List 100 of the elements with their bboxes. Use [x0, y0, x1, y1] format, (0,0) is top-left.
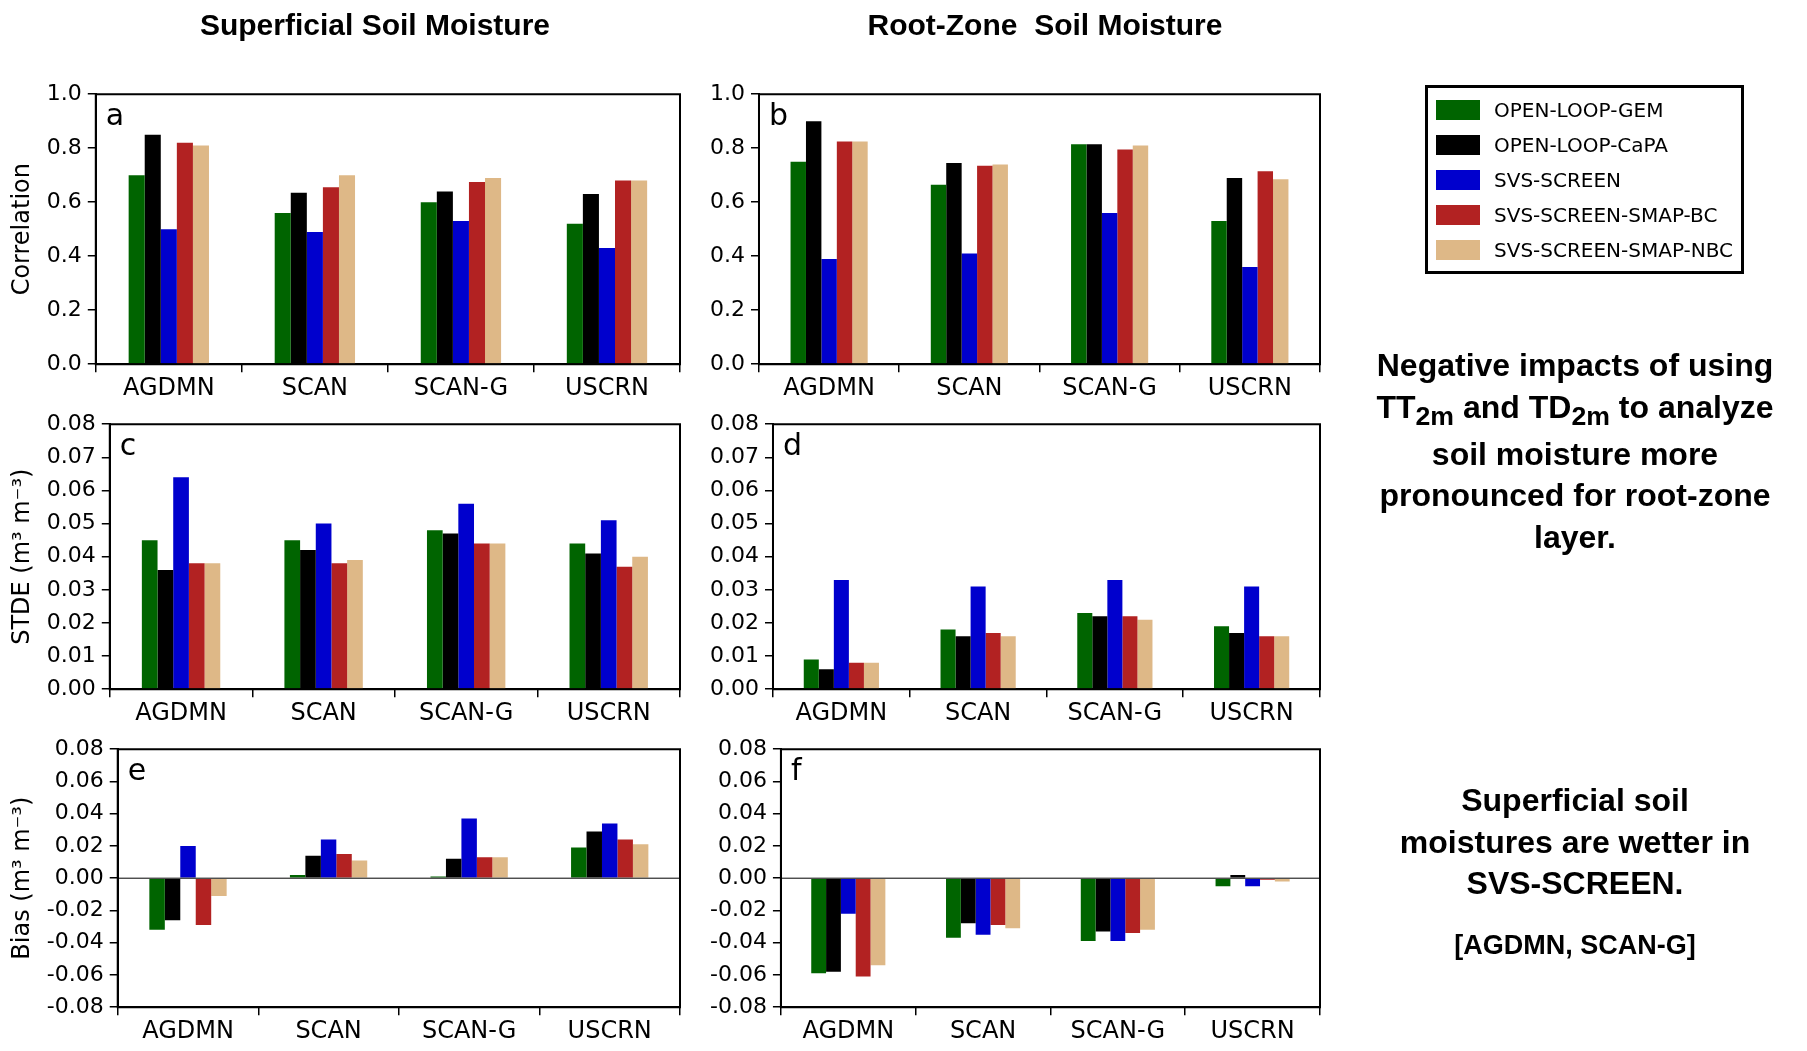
y-tick-label: 0.08: [46, 409, 96, 435]
bar: [961, 253, 978, 364]
x-tick-label: AGDMN: [783, 372, 875, 401]
bar: [930, 184, 947, 364]
bar: [863, 662, 879, 689]
bar: [461, 818, 477, 878]
legend-label: SVS-SCREEN-SMAP-BC: [1494, 202, 1718, 227]
x-tick-label: SCAN: [936, 372, 1003, 401]
bar: [306, 231, 323, 364]
y-tick-label: 0.08: [54, 734, 104, 760]
bar: [211, 878, 227, 896]
y-tick-label: 0.00: [717, 863, 767, 889]
y-tick-label: 0.06: [54, 767, 104, 793]
legend-label: SVS-SCREEN-SMAP-NBC: [1494, 237, 1734, 262]
bar: [977, 165, 993, 364]
y-tick-label: -0.04: [46, 928, 104, 954]
bar: [1274, 636, 1290, 689]
bar: [204, 563, 221, 689]
bar: [632, 844, 649, 878]
bar: [598, 248, 616, 364]
x-tick-label: AGDMN: [795, 697, 888, 726]
bar: [821, 258, 837, 364]
bar: [790, 161, 806, 364]
bar: [617, 839, 633, 878]
y-tick-label: 0.07: [46, 443, 96, 469]
y-tick-label: 0.05: [46, 509, 96, 535]
bar: [615, 180, 632, 364]
bar: [1214, 626, 1230, 689]
y-tick-label: 0.6: [46, 187, 82, 213]
bar: [476, 857, 493, 878]
chart-title: Superficial Soil Moisture: [198, 7, 552, 43]
bar: [848, 662, 864, 689]
y-tick-label: 0.00: [710, 674, 759, 700]
y-tick-label: 0.02: [710, 608, 759, 634]
bar: [347, 560, 363, 689]
bar: [803, 659, 819, 689]
legend-label: SVS-SCREEN: [1494, 167, 1622, 192]
x-tick-label: AGDMN: [142, 1015, 234, 1044]
y-tick-label: 0.2: [46, 295, 82, 321]
bar: [180, 845, 196, 878]
bar: [940, 629, 956, 689]
y-tick-label: 0.6: [709, 187, 745, 213]
bar: [833, 579, 849, 689]
text: Negative impacts of using TT$_{2m}$ and TD$_{2m}$ to analyze soil moisture more pronounced for root-zone layer.: [1376, 347, 1774, 555]
bar: [970, 586, 986, 689]
bar: [616, 566, 633, 689]
x-tick-label: SCAN-G: [421, 1015, 517, 1044]
x-tick-label: USCRN: [566, 697, 651, 726]
y-tick-label: 0.4: [46, 241, 82, 267]
chart-title: Root-Zone Soil Moisture: [866, 7, 1224, 43]
y-tick-label: -0.04: [709, 928, 767, 954]
y-tick-label: 0.06: [717, 767, 767, 793]
y-tick-label: 1.0: [709, 79, 745, 105]
y-tick-label: 0.02: [717, 831, 767, 857]
bar: [1242, 267, 1258, 364]
y-tick-label: 0.01: [710, 641, 759, 667]
bar: [600, 520, 617, 689]
y-tick-label: 0.02: [46, 608, 96, 634]
x-tick-label: SCAN-G: [1067, 697, 1163, 726]
x-tick-label: SCAN: [944, 697, 1012, 726]
y-tick-label: -0.02: [709, 896, 767, 922]
bar: [601, 823, 618, 878]
bar: [489, 543, 506, 689]
y-tick-label: -0.02: [46, 896, 104, 922]
bar: [1077, 613, 1093, 689]
y-axis-title: Correlation: [6, 163, 35, 296]
annotation: b: [768, 97, 789, 132]
y-tick-label: 0.03: [46, 575, 96, 601]
bar: [336, 854, 352, 878]
y-tick-label: 0.02: [54, 831, 104, 857]
bar: [426, 530, 443, 689]
bar: [188, 563, 205, 689]
bar: [1000, 636, 1016, 689]
y-tick-label: 1.0: [46, 79, 82, 105]
bar: [1117, 149, 1133, 364]
x-tick-label: USCRN: [567, 1015, 652, 1044]
x-tick-label: USCRN: [1209, 697, 1294, 726]
text: [AGDMN, SCAN-G]: [1453, 929, 1697, 962]
bar: [176, 142, 193, 364]
bar: [992, 164, 1008, 364]
x-tick-label: SCAN-G: [1062, 372, 1157, 401]
bar: [149, 878, 165, 930]
y-tick-label: 0.04: [717, 799, 767, 825]
x-tick-label: USCRN: [1210, 1015, 1295, 1044]
bar: [492, 857, 508, 878]
bar: [632, 556, 648, 689]
y-tick-label: 0.0: [46, 349, 82, 375]
bar: [1107, 579, 1123, 689]
y-axis-title: Bias (m³ m⁻³): [6, 796, 35, 960]
y-tick-label: 0.4: [709, 241, 745, 267]
bar: [468, 181, 486, 364]
x-tick-label: SCAN-G: [1070, 1015, 1166, 1044]
y-tick-label: 0.2: [709, 295, 745, 321]
bar: [315, 523, 332, 689]
bar: [458, 503, 475, 689]
bar: [1137, 619, 1153, 689]
annotation: a: [105, 97, 125, 132]
bar: [1259, 636, 1275, 689]
y-tick-label: 0.08: [710, 409, 759, 435]
x-tick-label: SCAN-G: [418, 697, 514, 726]
